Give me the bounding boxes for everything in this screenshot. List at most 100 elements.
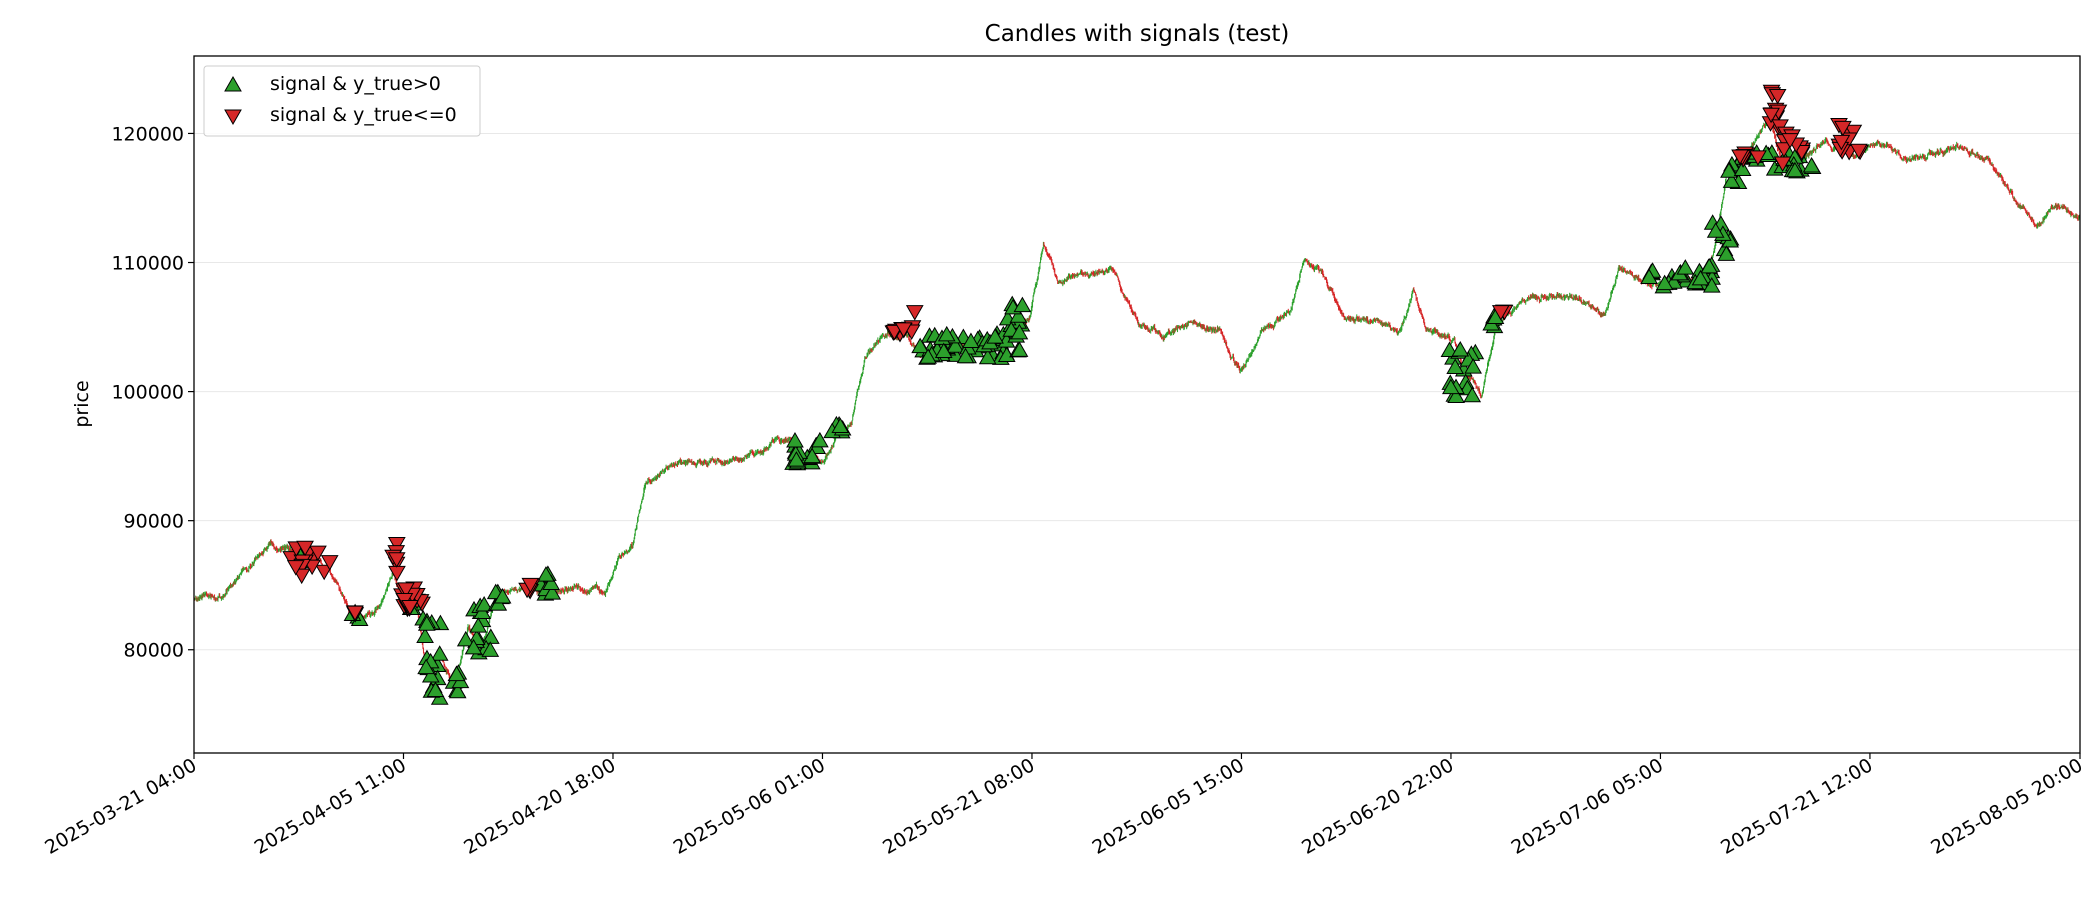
signal-marker-up xyxy=(448,682,467,699)
signal-marker-up xyxy=(811,431,829,448)
signal-marker-up xyxy=(542,574,561,590)
y-tick-label: 90000 xyxy=(124,511,184,533)
signal-marker-up xyxy=(447,665,466,682)
legend-entry-down: signal & y_true<=0 xyxy=(270,104,457,126)
signal-marker-up xyxy=(537,566,555,582)
signal-marker-up xyxy=(1717,245,1736,261)
grid-lines xyxy=(194,132,2080,651)
signal-marker-up xyxy=(1640,268,1658,284)
signal-marker-up xyxy=(426,681,445,698)
signal-marker-up xyxy=(469,617,488,633)
signal-marker-down xyxy=(1762,107,1780,124)
signal-marker-down xyxy=(1731,149,1749,166)
signal-marker-down xyxy=(521,577,540,594)
signal-marker-up xyxy=(1010,323,1029,340)
signal-marker-down xyxy=(1834,120,1852,137)
signal-marker-up xyxy=(1447,387,1465,403)
signal-marker-up xyxy=(1446,358,1465,374)
signal-marker-up xyxy=(946,337,965,353)
y-tick-label: 80000 xyxy=(124,640,184,662)
legend: signal & y_true>0 signal & y_true<=0 xyxy=(203,65,481,137)
signal-marker-up xyxy=(1706,222,1725,238)
signal-marker-up xyxy=(493,587,512,604)
signal-marker-down xyxy=(315,564,334,581)
signal-marker-up xyxy=(1691,269,1710,286)
signal-marker-down xyxy=(387,536,406,553)
signal-marker-up xyxy=(986,328,1004,344)
signal-marker-up xyxy=(1009,307,1028,323)
signal-marker-up xyxy=(956,347,975,364)
signal-marker-up xyxy=(1442,378,1460,395)
signal-marker-up xyxy=(421,666,440,683)
signal-marker-up xyxy=(937,325,956,342)
signal-marker-up xyxy=(1722,172,1741,188)
signal-marker-up xyxy=(997,346,1016,362)
signal-marker-up xyxy=(473,603,492,620)
signal-marker-up xyxy=(456,630,475,647)
signal-marker-up xyxy=(1676,259,1695,275)
signal-marker-up xyxy=(481,641,500,657)
signal-marker-down xyxy=(320,555,339,571)
signal-marker-up xyxy=(1451,341,1470,357)
signal-marker-down xyxy=(894,322,913,338)
signal-marker-down xyxy=(292,568,311,585)
signal-marker-up xyxy=(1463,386,1482,403)
signal-marker-up xyxy=(786,432,804,448)
signal-marker-up xyxy=(1786,161,1804,178)
signal-marker-down xyxy=(286,560,305,576)
signal-marker-up xyxy=(416,627,434,644)
y-tick-label: 100000 xyxy=(111,382,184,404)
signal-marker-down xyxy=(1491,305,1510,321)
signal-marker-down xyxy=(1768,88,1787,105)
y-axis-ticks: 80000 90000 100000 110000 120000 xyxy=(111,123,194,662)
signal-marker-down xyxy=(401,600,419,616)
signal-markers xyxy=(282,84,1869,705)
y-tick-label: 120000 xyxy=(111,123,184,145)
signal-marker-up xyxy=(1720,162,1738,178)
signal-marker-down xyxy=(885,324,904,341)
signal-marker-up xyxy=(787,451,806,467)
plot-frame xyxy=(193,55,2081,754)
y-axis-label: price xyxy=(71,380,93,427)
signal-marker-down xyxy=(1773,156,1792,173)
signal-marker-up xyxy=(911,337,930,354)
signal-marker-up xyxy=(417,615,436,631)
legend-triangle-up-icon xyxy=(224,75,242,92)
signal-marker-down xyxy=(296,540,314,557)
signal-marker-down xyxy=(1749,150,1767,166)
signal-marker-down xyxy=(905,305,924,321)
legend-entry-up: signal & y_true>0 xyxy=(270,73,441,95)
signal-marker-up xyxy=(475,595,493,612)
signal-marker-down xyxy=(1844,124,1863,141)
signal-marker-up xyxy=(934,342,953,359)
signal-marker-up xyxy=(962,332,980,349)
signal-marker-up xyxy=(978,348,997,365)
signal-marker-up xyxy=(1802,157,1821,173)
signal-marker-down xyxy=(397,582,415,598)
signal-marker-up xyxy=(1733,160,1752,177)
signal-marker-up xyxy=(543,584,562,600)
signal-marker-down xyxy=(346,605,364,622)
legend-triangle-down-icon xyxy=(224,109,242,126)
signal-marker-up xyxy=(831,417,850,433)
signal-marker-up xyxy=(1013,296,1032,313)
signal-marker-down xyxy=(1775,142,1793,158)
signal-marker-up xyxy=(1700,257,1719,274)
signal-marker-down xyxy=(309,545,327,562)
signal-marker-down xyxy=(1849,143,1868,160)
y-tick-label: 110000 xyxy=(111,253,184,275)
signal-marker-up xyxy=(1464,358,1483,374)
chart-title: Candles with signals (test) xyxy=(985,21,1290,47)
signal-marker-up xyxy=(464,638,483,655)
signal-marker-up xyxy=(430,645,449,661)
signal-marker-down xyxy=(1781,133,1799,149)
signal-marker-up xyxy=(1010,341,1029,357)
signal-marker-down xyxy=(387,552,406,568)
signal-marker-up xyxy=(919,348,937,364)
signal-marker-up xyxy=(1655,274,1674,291)
signal-marker-down xyxy=(1832,134,1851,151)
signal-marker-up xyxy=(803,447,821,464)
legend-box xyxy=(203,65,481,137)
